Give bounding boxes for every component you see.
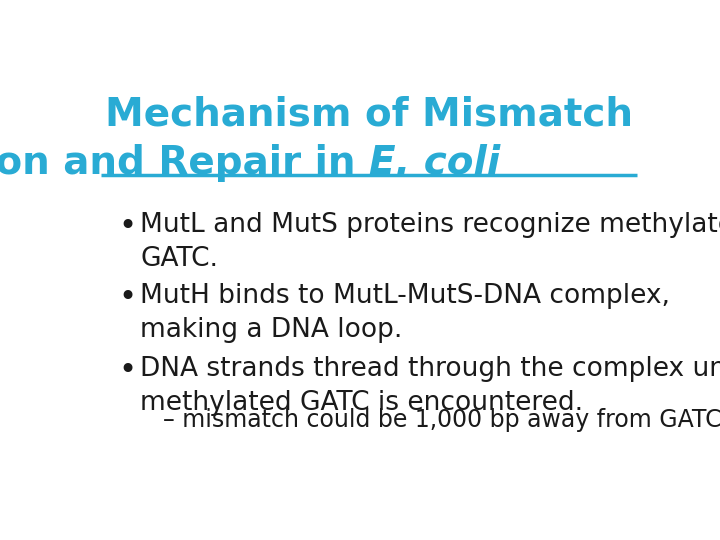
Text: •: •	[118, 283, 136, 312]
Text: – mismatch could be 1,000 bp away from GATC: – mismatch could be 1,000 bp away from G…	[163, 408, 720, 432]
Text: E. coli: E. coli	[369, 144, 500, 182]
Text: MutH binds to MutL-MutS-DNA complex,
making a DNA loop.: MutH binds to MutL-MutS-DNA complex, mak…	[140, 283, 670, 343]
Text: DNA strands thread through the complex until
methylated GATC is encountered.: DNA strands thread through the complex u…	[140, 356, 720, 416]
Text: Recognition and Repair in: Recognition and Repair in	[0, 144, 369, 182]
Text: •: •	[118, 356, 136, 385]
Text: Mechanism of Mismatch: Mechanism of Mismatch	[105, 96, 633, 134]
Text: MutL and MutS proteins recognize methylated
GATC.: MutL and MutS proteins recognize methyla…	[140, 212, 720, 272]
Text: •: •	[118, 212, 136, 241]
